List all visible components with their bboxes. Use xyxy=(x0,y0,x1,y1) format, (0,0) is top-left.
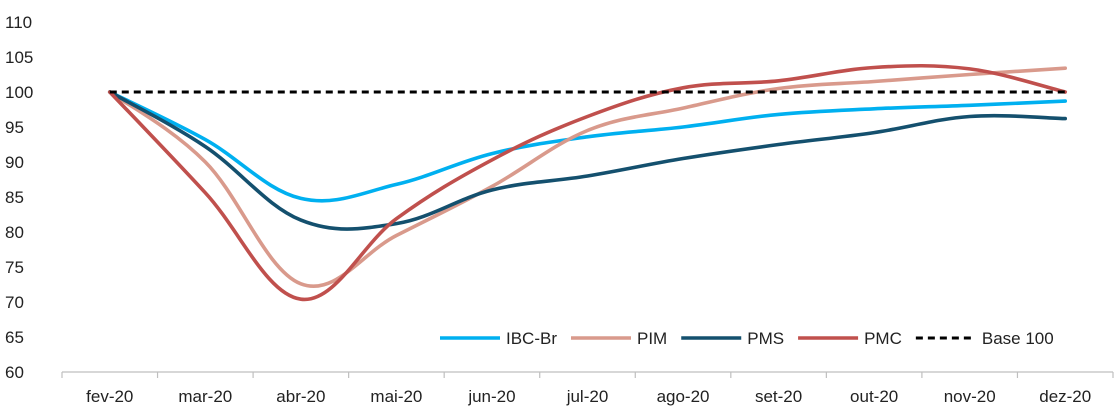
y-tick-label: 90 xyxy=(5,153,24,172)
y-tick-label: 75 xyxy=(5,258,24,277)
axes-layer xyxy=(61,371,1114,378)
x-tick-label: nov-20 xyxy=(944,387,996,406)
x-tick-label: fev-20 xyxy=(86,387,133,406)
x-tick-label: out-20 xyxy=(850,387,898,406)
legend-label-pim: PIM xyxy=(637,329,667,348)
y-tick-label: 85 xyxy=(5,188,24,207)
series-line-ibc-br xyxy=(107,90,1068,203)
x-axis-ticks: fev-20 mar-20 abr-20 mai-20 jun-20 jul-20 ago-… xyxy=(86,387,1091,406)
y-tick-label: 95 xyxy=(5,118,24,137)
y-tick-label: 65 xyxy=(5,328,24,347)
legend-label-base-100: Base 100 xyxy=(982,329,1054,348)
x-tick-label: jun-20 xyxy=(467,387,515,406)
x-tick-label: ago-20 xyxy=(657,387,710,406)
series-line-pms xyxy=(107,90,1068,231)
y-tick-label: 70 xyxy=(5,293,24,312)
x-tick-label: mai-20 xyxy=(370,387,422,406)
y-axis-ticks: 60 65 70 75 80 85 90 95 100 105 110 xyxy=(5,13,33,382)
x-tick-label: jul-20 xyxy=(566,387,609,406)
y-tick-label: 105 xyxy=(5,48,33,67)
series-line-pim xyxy=(107,66,1068,288)
y-tick-label: 100 xyxy=(5,83,33,102)
legend-label-pmc: PMC xyxy=(864,329,902,348)
y-tick-label: 80 xyxy=(5,223,24,242)
legend: IBC-Br PIM PMS PMC Base 100 xyxy=(440,329,1054,348)
legend-label-ibc-br: IBC-Br xyxy=(506,329,557,348)
x-tick-label: mar-20 xyxy=(178,387,232,406)
x-tick-label: abr-20 xyxy=(276,387,325,406)
y-tick-label: 110 xyxy=(5,13,32,32)
series-line-pmc xyxy=(107,63,1068,302)
legend-label-pms: PMS xyxy=(747,329,784,348)
y-tick-label: 60 xyxy=(5,363,24,382)
x-tick-label: set-20 xyxy=(755,387,802,406)
x-tick-label: dez-20 xyxy=(1039,387,1091,406)
series-layer xyxy=(107,63,1068,302)
